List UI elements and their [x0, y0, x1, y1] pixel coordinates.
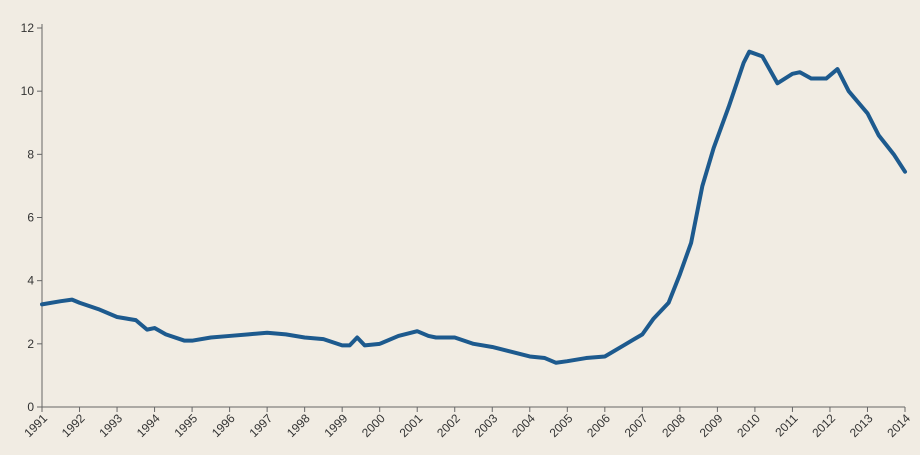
y-tick-label: 12: [21, 21, 35, 35]
y-tick-label: 8: [27, 147, 34, 161]
data-line: [40, 49, 907, 365]
y-tick-label: 2: [27, 337, 34, 351]
y-tick-label: 6: [27, 211, 34, 225]
y-tick-label: 0: [27, 400, 34, 414]
y-tick-label: 10: [21, 84, 35, 98]
y-tick-label: 4: [27, 274, 34, 288]
